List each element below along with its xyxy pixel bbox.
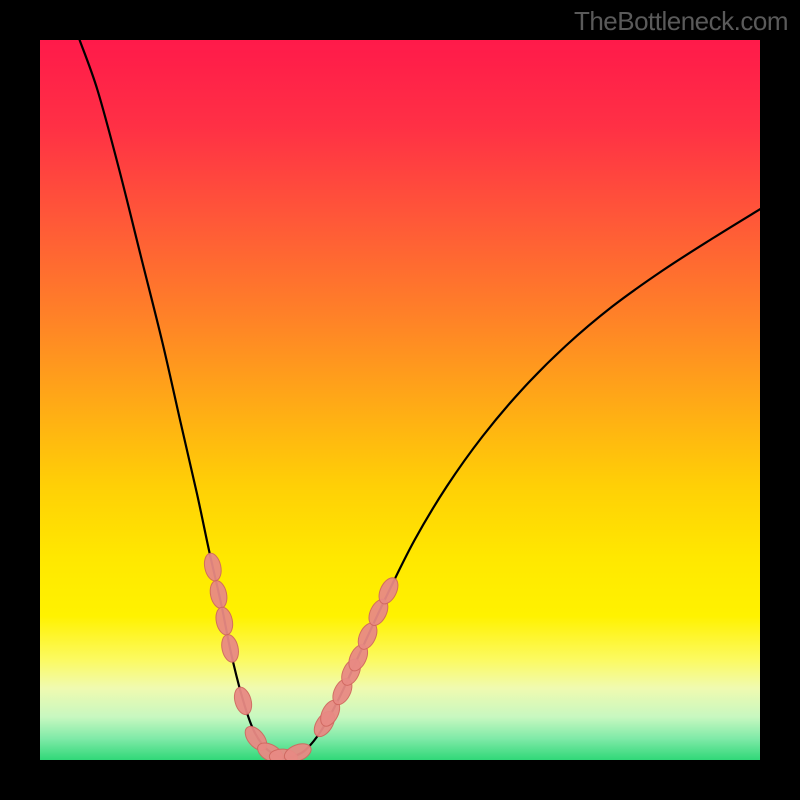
data-marker [208,579,230,610]
curve-layer [40,40,760,760]
data-marker [232,685,255,716]
bottleneck-curve [80,40,760,758]
marker-group [202,552,402,760]
data-marker [214,606,236,637]
data-marker [219,633,241,664]
watermark-text: TheBottleneck.com [574,6,788,37]
data-marker [202,552,224,583]
plot-area [40,40,760,760]
